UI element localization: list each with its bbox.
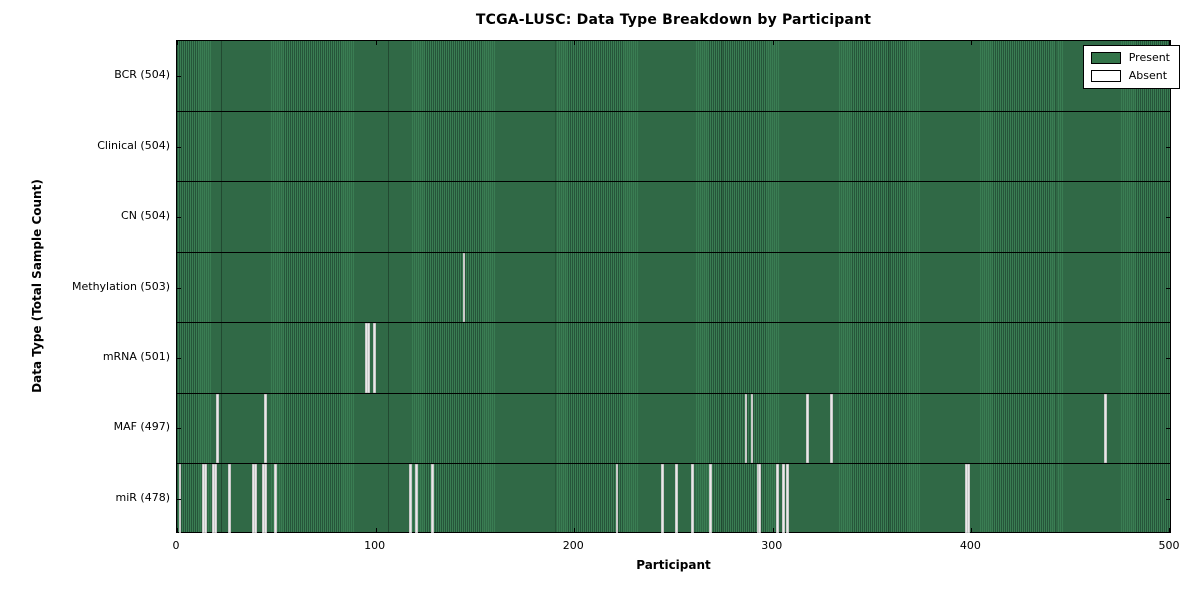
top-tick (574, 41, 576, 45)
left-tick (177, 357, 181, 359)
left-tick (177, 498, 181, 500)
left-tick (177, 217, 181, 219)
row-separator (177, 463, 1170, 465)
absent-stripe (829, 393, 833, 464)
bottom-tick (772, 528, 774, 532)
absent-stripe (273, 464, 277, 534)
bottom-tick (971, 528, 973, 532)
absent-stripe (202, 464, 206, 534)
absent-stripe (758, 464, 762, 534)
y-tick-label: BCR (504) (114, 68, 170, 82)
absent-stripe (214, 464, 218, 534)
heatmap-plot-area (176, 40, 1171, 534)
left-tick (177, 146, 181, 148)
absent-stripe (782, 464, 786, 534)
y-tick-label: CN (504) (121, 209, 170, 223)
x-tick-label: 200 (562, 539, 584, 552)
legend-entry-absent: Absent (1090, 69, 1170, 82)
right-tick (1166, 287, 1170, 289)
legend-present-label: Present (1128, 51, 1170, 64)
absent-stripe (967, 464, 970, 534)
absent-stripe (750, 393, 754, 464)
absent-stripe (261, 464, 265, 534)
absent-stripe (744, 393, 748, 464)
top-tick (772, 41, 774, 45)
y-tick-label: Methylation (503) (72, 279, 170, 293)
present-swatch-icon (1090, 51, 1121, 64)
absent-stripe (615, 464, 619, 534)
bottom-tick (177, 528, 178, 532)
absent-stripe (212, 464, 216, 534)
absent-stripe (228, 464, 232, 534)
right-tick (1166, 498, 1170, 500)
absent-stripe (373, 323, 376, 393)
right-tick (1166, 146, 1170, 148)
x-axis-label: Participant (636, 558, 711, 572)
absent-stripe (776, 464, 780, 534)
absent-stripe (462, 252, 466, 323)
absent-stripe (708, 464, 712, 534)
bottom-tick (1169, 528, 1170, 532)
absent-stripe (806, 393, 809, 464)
top-tick (1169, 41, 1170, 45)
absent-stripe (204, 464, 208, 534)
y-tick-label: miR (478) (115, 490, 171, 504)
absent-stripe (756, 464, 760, 534)
absent-stripe (263, 464, 267, 534)
absent-stripe (1104, 393, 1107, 464)
right-tick (1166, 357, 1170, 359)
legend: Present Absent (1082, 45, 1180, 89)
absent-swatch-icon (1090, 69, 1121, 82)
x-tick-label: 0 (172, 539, 180, 552)
absent-stripe (178, 464, 182, 534)
absent-stripe (367, 323, 371, 393)
top-tick (971, 41, 973, 45)
bottom-tick (574, 528, 576, 532)
row-separator (177, 392, 1170, 394)
x-tick-label: 500 (1158, 539, 1180, 552)
absent-stripe (216, 393, 220, 464)
absent-stripe (430, 464, 434, 534)
absent-stripe (263, 393, 267, 464)
absent-stripe (254, 464, 257, 534)
row-separator (177, 322, 1170, 324)
legend-entry-present: Present (1090, 51, 1170, 64)
x-tick-label: 400 (959, 539, 981, 552)
chart-title: TCGA-LUSC: Data Type Breakdown by Partic… (475, 12, 872, 28)
left-tick (177, 287, 181, 289)
row-separator (177, 181, 1170, 183)
y-tick-label: mRNA (501) (102, 349, 170, 363)
left-tick (177, 428, 181, 430)
x-tick-label: 100 (364, 539, 386, 552)
y-tick-label: Clinical (504) (97, 138, 170, 152)
top-tick (375, 41, 377, 45)
left-tick (177, 76, 181, 78)
absent-stripe (661, 464, 664, 534)
top-tick (177, 41, 178, 45)
row-separator (177, 251, 1170, 253)
absent-stripe (690, 464, 694, 534)
right-tick (1166, 217, 1170, 219)
absent-stripe (965, 464, 968, 534)
y-tick-label: MAF (497) (113, 420, 170, 434)
x-tick-label: 300 (761, 539, 783, 552)
right-tick (1166, 428, 1170, 430)
absent-stripe (786, 464, 790, 534)
absent-stripe (414, 464, 418, 534)
absent-stripe (252, 464, 255, 534)
bottom-tick (375, 528, 377, 532)
absent-stripe (408, 464, 412, 534)
absent-stripe (675, 464, 678, 534)
absent-stripe (365, 323, 369, 393)
legend-absent-label: Absent (1128, 69, 1168, 82)
row-separator (177, 110, 1170, 112)
